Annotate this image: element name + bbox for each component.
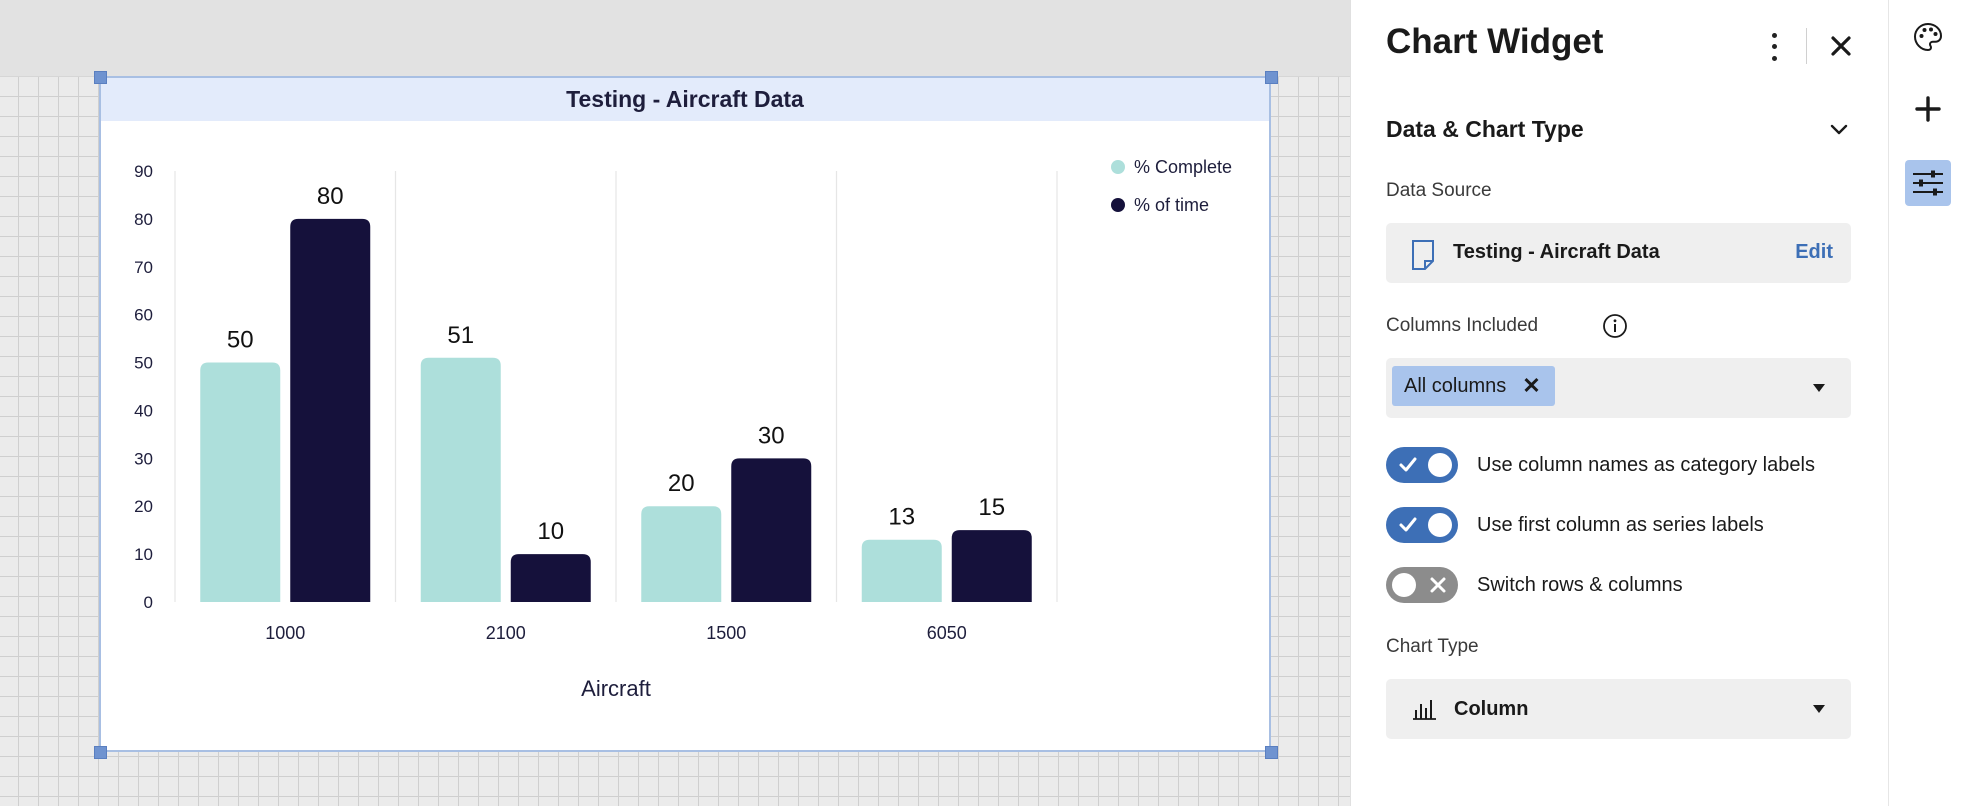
x-tick-label: 1500	[706, 623, 746, 643]
category-labels-toggle[interactable]	[1386, 447, 1458, 483]
resize-handle-bottom-right[interactable]	[1265, 746, 1278, 759]
kebab-menu-icon[interactable]	[1762, 30, 1786, 64]
legend-swatch	[1111, 198, 1125, 212]
remove-tag-icon[interactable]: ✕	[1522, 373, 1541, 398]
data-source-field[interactable]: Testing - Aircraft Data Edit	[1386, 223, 1851, 283]
check-icon	[1399, 517, 1417, 532]
chart-type-select[interactable]: Column	[1386, 679, 1851, 739]
canvas-header-strip	[0, 0, 1350, 77]
bar	[290, 218, 371, 602]
data-label: 80	[317, 183, 344, 210]
legend-label: % of time	[1134, 195, 1209, 215]
close-icon[interactable]	[1823, 28, 1859, 64]
dropdown-arrow-icon[interactable]	[1813, 384, 1825, 392]
chart-plot: 0 10 20 30 40 50 60 70 80 90 50 80 1000 51 10 2100 20 30 1…	[134, 157, 1232, 701]
y-tick-label: 60	[134, 306, 153, 325]
y-tick-label: 20	[134, 497, 153, 516]
column-tag: All columns ✕	[1392, 366, 1555, 406]
bar	[731, 458, 812, 602]
sliders-icon[interactable]	[1905, 160, 1951, 206]
edit-data-source-link[interactable]: Edit	[1795, 241, 1833, 263]
document-icon	[1412, 240, 1434, 270]
y-tick-label: 10	[134, 545, 153, 564]
dropdown-arrow-icon[interactable]	[1813, 705, 1825, 713]
switch-rows-columns-toggle[interactable]	[1386, 567, 1458, 603]
data-label: 15	[978, 494, 1005, 521]
data-label: 50	[227, 327, 254, 354]
columns-included-label: Columns Included	[1386, 314, 1627, 338]
header-divider	[1806, 28, 1807, 64]
y-tick-label: 0	[144, 593, 153, 612]
resize-handle-bottom-left[interactable]	[94, 746, 107, 759]
bar	[510, 554, 591, 602]
resize-handle-top-right[interactable]	[1265, 71, 1278, 84]
y-tick-label: 90	[134, 162, 153, 181]
column-chart-icon	[1413, 700, 1436, 720]
series-labels-toggle[interactable]	[1386, 507, 1458, 543]
chart-type-value: Column	[1454, 698, 1529, 720]
panel-title: Chart Widget	[1386, 22, 1604, 61]
tool-rail	[1888, 0, 1968, 806]
chart-type-label: Chart Type	[1386, 636, 1479, 657]
column-tag-label: All columns	[1404, 374, 1507, 397]
y-tick-label: 70	[134, 258, 153, 277]
x-tick-label: 6050	[927, 623, 967, 643]
plus-icon[interactable]	[1905, 86, 1951, 132]
series-labels-toggle-label: Use first column as series labels	[1477, 513, 1764, 536]
toggle-row-switch-rows: Switch rows & columns	[1386, 566, 1683, 604]
x-axis-title: Aircraft	[581, 676, 651, 701]
chart-widget[interactable]: Testing - Aircraft Data 0 10 20 30 40 50 60 70 8…	[99, 76, 1271, 752]
x-icon	[1430, 577, 1446, 593]
section-title[interactable]: Data & Chart Type	[1386, 116, 1584, 142]
data-source-name: Testing - Aircraft Data	[1453, 241, 1660, 263]
data-label: 13	[888, 504, 915, 531]
data-label: 51	[447, 322, 474, 349]
chart-settings-panel: Chart Widget Data & Chart Type Data Sour…	[1350, 0, 1888, 806]
data-label: 10	[537, 518, 564, 545]
y-tick-label: 80	[134, 210, 153, 229]
columns-included-select[interactable]: All columns ✕	[1386, 358, 1851, 418]
data-label: 30	[758, 422, 785, 449]
info-icon[interactable]	[1602, 313, 1628, 339]
data-source-label: Data Source	[1386, 180, 1492, 201]
legend-swatch	[1111, 160, 1125, 174]
chart-title: Testing - Aircraft Data	[101, 78, 1269, 121]
bar	[641, 506, 722, 602]
bar	[420, 357, 501, 602]
y-tick-label: 50	[134, 354, 153, 373]
toggle-row-series-labels: Use first column as series labels	[1386, 506, 1764, 544]
chevron-down-icon[interactable]	[1827, 118, 1851, 142]
y-tick-label: 40	[134, 401, 153, 420]
check-icon	[1399, 457, 1417, 472]
data-label: 20	[668, 470, 695, 497]
category-labels-toggle-label: Use column names as category labels	[1477, 453, 1815, 476]
y-tick-label: 30	[134, 449, 153, 468]
palette-icon[interactable]	[1905, 14, 1951, 60]
toggle-row-category-labels: Use column names as category labels	[1386, 446, 1815, 484]
bar	[200, 362, 281, 602]
resize-handle-top-left[interactable]	[94, 71, 107, 84]
switch-rows-columns-label: Switch rows & columns	[1477, 573, 1683, 596]
columns-included-text: Columns Included	[1386, 315, 1539, 336]
bar	[951, 530, 1032, 602]
legend-label: % Complete	[1134, 157, 1232, 177]
x-tick-label: 1000	[265, 623, 305, 643]
x-tick-label: 2100	[486, 623, 526, 643]
bar	[861, 539, 942, 602]
